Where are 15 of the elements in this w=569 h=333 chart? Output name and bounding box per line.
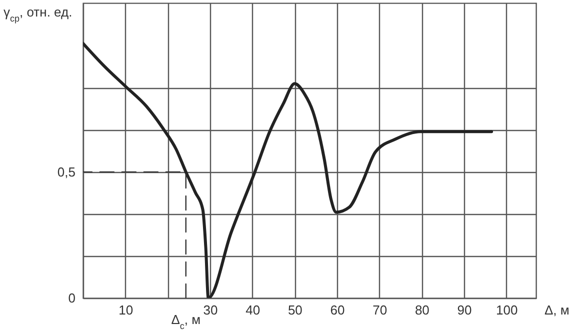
x-tick-label: 70 <box>372 302 388 318</box>
y-tick-label: 0,5 <box>57 164 76 180</box>
x-tick-label: 60 <box>330 302 345 318</box>
line-series <box>83 42 494 298</box>
x-tick-label: 100 <box>496 302 518 318</box>
annotation: Δ$_{с}$, м <box>171 312 201 331</box>
y-axis-title: γ$_{ср}$, отн. ед. <box>4 4 72 24</box>
x-tick-label: 90 <box>457 302 472 318</box>
x-tick-label: 30 <box>203 302 218 318</box>
x-axis-title: Δ, м <box>544 302 569 318</box>
x-tick-label: 80 <box>414 302 430 318</box>
x-tick-label: 10 <box>118 302 134 318</box>
x-tick-label: 40 <box>246 302 260 318</box>
x-tick-label: 50 <box>288 302 302 318</box>
y-tick-label: 0 <box>68 290 76 306</box>
